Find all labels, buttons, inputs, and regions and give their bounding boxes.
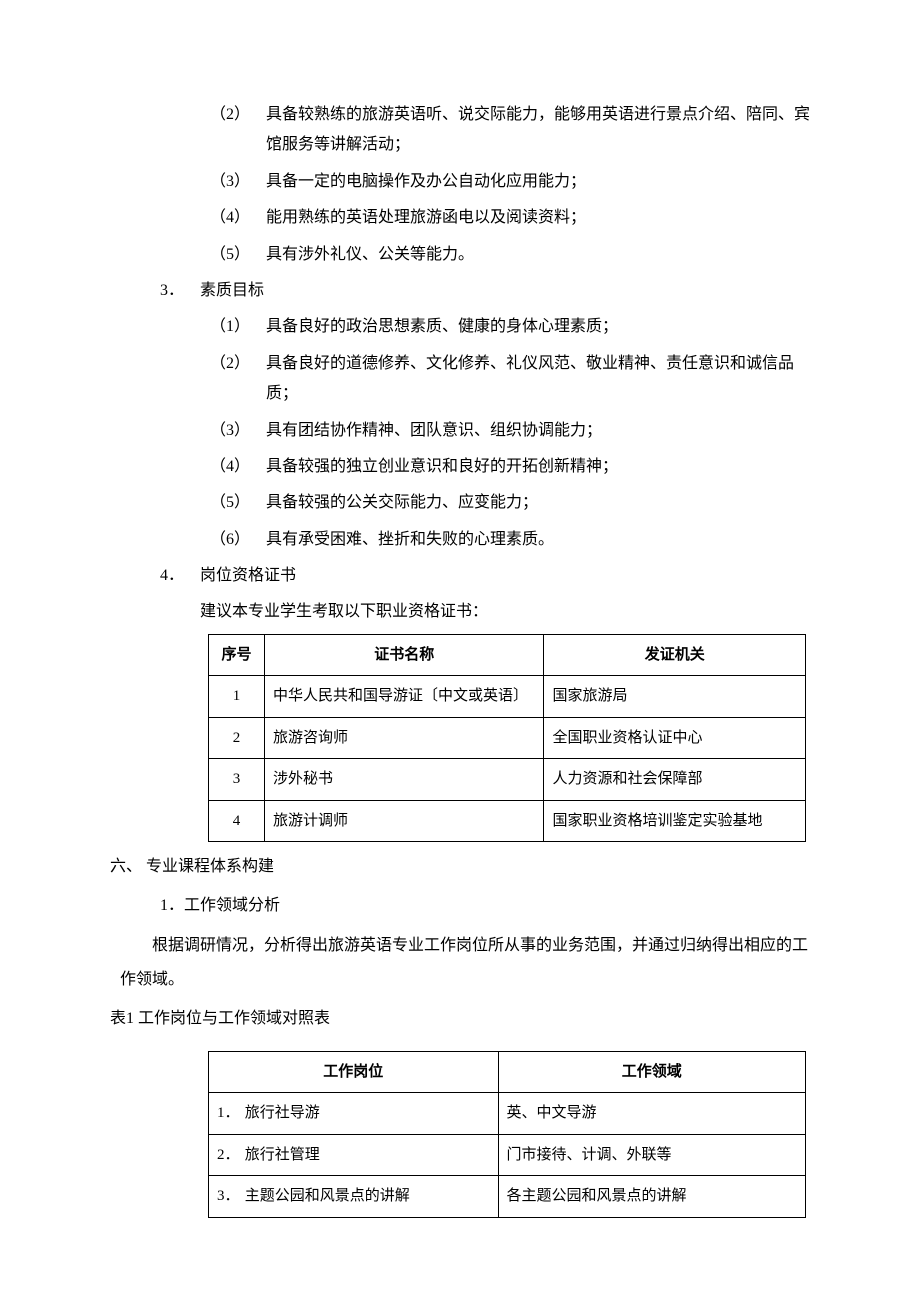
list-marker: （3）	[210, 416, 266, 446]
certificates-table: 序号 证书名称 发证机关 1 中华人民共和国导游证〔中文或英语〕 国家旅游局 2…	[208, 634, 806, 843]
list-marker: （4）	[210, 203, 266, 233]
list-content: 具备较强的公关交际能力、应变能力；	[266, 488, 810, 518]
section3-title: 素质目标	[200, 276, 810, 306]
table-row: 3． 主题公园和风景点的讲解 各主题公园和风景点的讲解	[209, 1176, 806, 1218]
list-marker: （3）	[210, 167, 266, 197]
cell-seq: 2	[209, 717, 265, 759]
cell-pos: 2． 旅行社管理	[209, 1134, 499, 1176]
cell-dom: 门市接待、计调、外联等	[498, 1134, 806, 1176]
cell-seq: 1	[209, 676, 265, 718]
section3: 3． 素质目标	[110, 276, 810, 306]
list-content: 具有涉外礼仪、公关等能力。	[266, 240, 810, 270]
row-num: 1．	[217, 1099, 241, 1128]
cell-name: 涉外秘书	[264, 759, 544, 801]
cell-name: 中华人民共和国导游证〔中文或英语〕	[264, 676, 544, 718]
cell-pos: 1． 旅行社导游	[209, 1093, 499, 1135]
list-item: （2） 具备良好的道德修养、文化修养、礼仪风范、敬业精神、责任意识和诚信品质；	[210, 349, 810, 410]
row-num: 2．	[217, 1141, 241, 1170]
section3-marker: 3．	[160, 276, 200, 306]
cell-dom: 各主题公园和风景点的讲解	[498, 1176, 806, 1218]
pos-text: 旅行社导游	[245, 1105, 320, 1121]
list-content: 能用熟练的英语处理旅游函电以及阅读资料；	[266, 203, 810, 233]
list-content: 具备一定的电脑操作及办公自动化应用能力；	[266, 167, 810, 197]
jobs-domains-table: 工作岗位 工作领域 1． 旅行社导游 英、中文导游 2． 旅行社管理 门市接待、…	[208, 1051, 806, 1218]
table1-caption: 表1 工作岗位与工作领域对照表	[110, 1004, 810, 1034]
table-row: 1 中华人民共和国导游证〔中文或英语〕 国家旅游局	[209, 676, 806, 718]
list-item: （2） 具备较熟练的旅游英语听、说交际能力，能够用英语进行景点介绍、陪同、宾馆服…	[210, 100, 810, 161]
table-header-row: 工作岗位 工作领域	[209, 1051, 806, 1093]
section2-list: （2） 具备较熟练的旅游英语听、说交际能力，能够用英语进行景点介绍、陪同、宾馆服…	[110, 100, 810, 270]
list-marker: （1）	[210, 312, 266, 342]
section6-heading: 六、 专业课程体系构建	[110, 852, 810, 882]
table-row: 2 旅游咨询师 全国职业资格认证中心	[209, 717, 806, 759]
list-item: （4） 能用熟练的英语处理旅游函电以及阅读资料；	[210, 203, 810, 233]
sub1-marker: 1．	[160, 897, 184, 914]
cell-seq: 3	[209, 759, 265, 801]
list-content: 具备良好的政治思想素质、健康的身体心理素质；	[266, 312, 810, 342]
section4-recommendation: 建议本专业学生考取以下职业资格证书：	[110, 597, 810, 627]
list-content: 具备良好的道德修养、文化修养、礼仪风范、敬业精神、责任意识和诚信品质；	[266, 349, 810, 410]
table-header-row: 序号 证书名称 发证机关	[209, 634, 806, 676]
cell-name: 旅游计调师	[264, 800, 544, 842]
cell-org: 国家旅游局	[544, 676, 806, 718]
list-marker: （5）	[210, 240, 266, 270]
section3-heading: 3． 素质目标	[160, 276, 810, 306]
sub1-title: 工作领域分析	[184, 897, 280, 914]
list-content: 具有团结协作精神、团队意识、组织协调能力；	[266, 416, 810, 446]
list-item: （6） 具有承受困难、挫折和失败的心理素质。	[210, 525, 810, 555]
cell-org: 国家职业资格培训鉴定实验基地	[544, 800, 806, 842]
list-marker: （5）	[210, 488, 266, 518]
cell-pos: 3． 主题公园和风景点的讲解	[209, 1176, 499, 1218]
cell-dom: 英、中文导游	[498, 1093, 806, 1135]
header-name: 证书名称	[264, 634, 544, 676]
list-content: 具有承受困难、挫折和失败的心理素质。	[266, 525, 810, 555]
list-marker: （2）	[210, 100, 266, 161]
header-seq: 序号	[209, 634, 265, 676]
table-row: 2． 旅行社管理 门市接待、计调、外联等	[209, 1134, 806, 1176]
cell-name: 旅游咨询师	[264, 717, 544, 759]
section3-list: （1） 具备良好的政治思想素质、健康的身体心理素质； （2） 具备良好的道德修养…	[110, 312, 810, 555]
table-row: 1． 旅行社导游 英、中文导游	[209, 1093, 806, 1135]
section6-para: 根据调研情况，分析得出旅游英语专业工作岗位所从事的业务范围，并通过归纳得出相应的…	[110, 929, 810, 996]
list-marker: （6）	[210, 525, 266, 555]
list-item: （3） 具备一定的电脑操作及办公自动化应用能力；	[210, 167, 810, 197]
header-pos: 工作岗位	[209, 1051, 499, 1093]
pos-text: 旅行社管理	[245, 1147, 320, 1163]
list-content: 具备较强的独立创业意识和良好的开拓创新精神；	[266, 452, 810, 482]
list-item: （3） 具有团结协作精神、团队意识、组织协调能力；	[210, 416, 810, 446]
section4-marker: 4．	[160, 561, 200, 591]
list-item: （4） 具备较强的独立创业意识和良好的开拓创新精神；	[210, 452, 810, 482]
section6-sub1: 1．工作领域分析	[110, 891, 810, 921]
section4: 4． 岗位资格证书	[110, 561, 810, 591]
list-item: （1） 具备良好的政治思想素质、健康的身体心理素质；	[210, 312, 810, 342]
list-content: 具备较熟练的旅游英语听、说交际能力，能够用英语进行景点介绍、陪同、宾馆服务等讲解…	[266, 100, 810, 161]
row-num: 3．	[217, 1182, 241, 1211]
table-row: 3 涉外秘书 人力资源和社会保障部	[209, 759, 806, 801]
cell-seq: 4	[209, 800, 265, 842]
list-item: （5） 具备较强的公关交际能力、应变能力；	[210, 488, 810, 518]
cell-org: 人力资源和社会保障部	[544, 759, 806, 801]
list-marker: （2）	[210, 349, 266, 410]
header-dom: 工作领域	[498, 1051, 806, 1093]
header-org: 发证机关	[544, 634, 806, 676]
list-marker: （4）	[210, 452, 266, 482]
list-item: （5） 具有涉外礼仪、公关等能力。	[210, 240, 810, 270]
pos-text: 主题公园和风景点的讲解	[245, 1188, 410, 1204]
table-row: 4 旅游计调师 国家职业资格培训鉴定实验基地	[209, 800, 806, 842]
section4-heading: 4． 岗位资格证书	[160, 561, 810, 591]
cell-org: 全国职业资格认证中心	[544, 717, 806, 759]
section4-title: 岗位资格证书	[200, 561, 810, 591]
